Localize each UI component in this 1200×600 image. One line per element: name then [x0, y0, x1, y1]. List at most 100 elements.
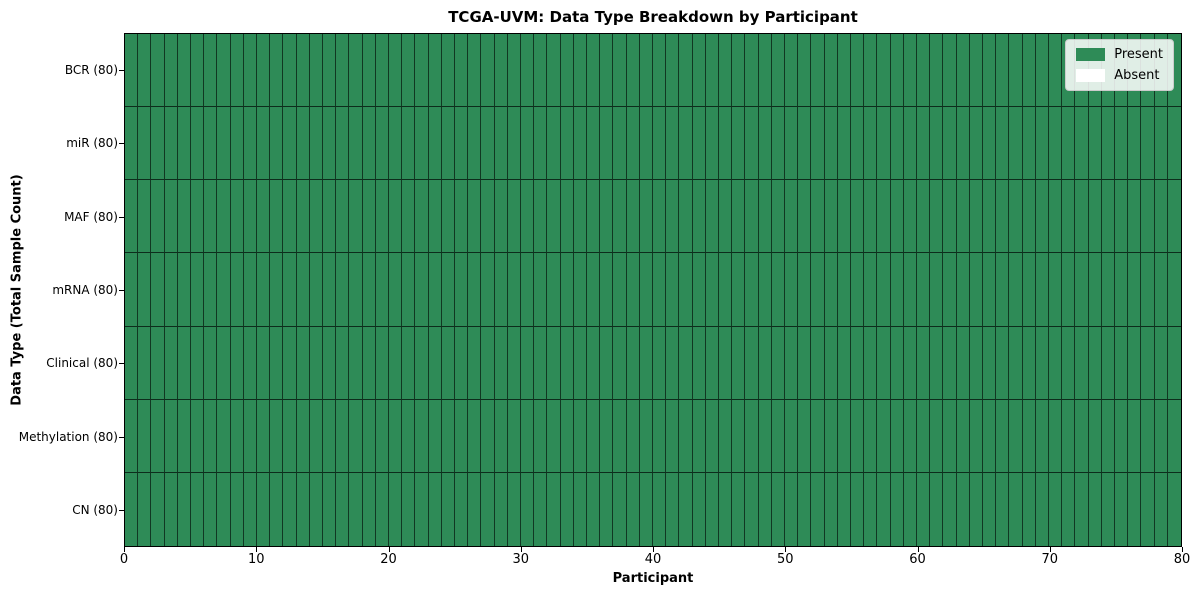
heatmap-cell	[560, 472, 574, 546]
heatmap-cell	[547, 107, 561, 181]
heatmap-cell	[1167, 253, 1181, 327]
heatmap-cell	[718, 326, 733, 400]
heatmap-cell	[679, 326, 693, 400]
heatmap-cell	[798, 253, 812, 327]
heatmap-cell	[890, 472, 904, 546]
heatmap-cell	[507, 326, 521, 400]
heatmap-cell	[270, 107, 284, 181]
y-tick-label: mRNA (80)	[52, 283, 118, 297]
heatmap-cell	[217, 399, 231, 473]
heatmap-cell	[996, 107, 1010, 181]
heatmap-cell	[613, 107, 627, 181]
heatmap-cell	[626, 326, 640, 400]
heatmap-cell	[230, 472, 244, 546]
heatmap-cell	[771, 326, 785, 400]
heatmap-cell	[586, 326, 601, 400]
heatmap-cell	[956, 180, 970, 254]
heatmap-cell	[230, 180, 244, 254]
heatmap-cell	[784, 34, 799, 108]
heatmap-cell	[969, 180, 983, 254]
heatmap-cell	[705, 107, 719, 181]
heatmap-cell	[270, 326, 284, 400]
heatmap-cell	[190, 253, 205, 327]
heatmap-cell	[1035, 180, 1049, 254]
heatmap-cell	[164, 107, 178, 181]
heatmap-cell	[283, 472, 297, 546]
y-tick-label: Clinical (80)	[46, 356, 118, 371]
heatmap-cell	[916, 253, 931, 327]
heatmap-cell	[1048, 180, 1063, 254]
heatmap-cell	[164, 180, 178, 254]
heatmap-cell	[441, 472, 455, 546]
heatmap-cell	[573, 253, 587, 327]
heatmap-cell	[890, 180, 904, 254]
heatmap-cell	[1088, 326, 1102, 400]
heatmap-cell	[652, 399, 667, 473]
heatmap-cell	[903, 326, 917, 400]
heatmap-cell	[930, 472, 944, 546]
legend-label: Present	[1114, 47, 1163, 62]
heatmap-cell	[771, 399, 785, 473]
heatmap-cell	[1062, 399, 1076, 473]
heatmap-cell	[243, 399, 257, 473]
heatmap-cell	[151, 107, 165, 181]
heatmap-cell	[1048, 107, 1063, 181]
heatmap-cell	[732, 253, 746, 327]
heatmap-cell	[652, 180, 667, 254]
heatmap-cell	[969, 34, 983, 108]
heatmap-cell	[375, 399, 389, 473]
heatmap-cell	[217, 472, 231, 546]
heatmap-cell	[877, 180, 891, 254]
heatmap-cell	[349, 399, 363, 473]
heatmap-cell	[1154, 107, 1168, 181]
heatmap-cell	[877, 326, 891, 400]
heatmap-cell	[217, 34, 231, 108]
heatmap-cell	[204, 180, 218, 254]
heatmap-cell	[930, 253, 944, 327]
x-tick-mark	[520, 547, 522, 552]
heatmap-cell	[1128, 472, 1142, 546]
heatmap-cell	[296, 107, 310, 181]
heatmap-cell	[666, 253, 680, 327]
heatmap-cell	[1075, 107, 1089, 181]
heatmap-cell	[916, 180, 931, 254]
heatmap-cell	[771, 34, 785, 108]
heatmap-cell	[309, 107, 323, 181]
heatmap-cell	[890, 399, 904, 473]
heatmap-cell	[600, 180, 614, 254]
heatmap-cell	[679, 253, 693, 327]
heatmap-cell	[1062, 180, 1076, 254]
heatmap-cell	[718, 399, 733, 473]
heatmap-cell	[125, 34, 139, 108]
heatmap-cell	[349, 180, 363, 254]
heatmap-cell	[732, 399, 746, 473]
heatmap-cell	[652, 326, 667, 400]
heatmap-cell	[204, 472, 218, 546]
heatmap-cell	[1101, 326, 1115, 400]
heatmap-cell	[1009, 34, 1023, 108]
heatmap-cell	[705, 180, 719, 254]
heatmap-cell	[930, 326, 944, 400]
heatmap-cell	[138, 180, 152, 254]
heatmap-cell	[1141, 326, 1155, 400]
heatmap-cell	[507, 399, 521, 473]
heatmap-cell	[547, 472, 561, 546]
heatmap-cell	[982, 472, 997, 546]
heatmap-cell	[600, 107, 614, 181]
heatmap-cell	[336, 34, 350, 108]
heatmap-cell	[666, 180, 680, 254]
heatmap-cell	[336, 107, 350, 181]
heatmap-cell	[758, 107, 772, 181]
heatmap-cell	[1101, 253, 1115, 327]
heatmap-cell	[798, 107, 812, 181]
heatmap-cell	[177, 180, 191, 254]
heatmap-cell	[600, 399, 614, 473]
heatmap-cell	[890, 34, 904, 108]
heatmap-cell	[428, 107, 442, 181]
heatmap-cell	[1035, 472, 1049, 546]
heatmap-cell	[692, 180, 706, 254]
x-tick-label: 20	[380, 552, 397, 567]
heatmap-cell	[494, 180, 508, 254]
heatmap-cell	[138, 472, 152, 546]
heatmap-cell	[943, 180, 957, 254]
